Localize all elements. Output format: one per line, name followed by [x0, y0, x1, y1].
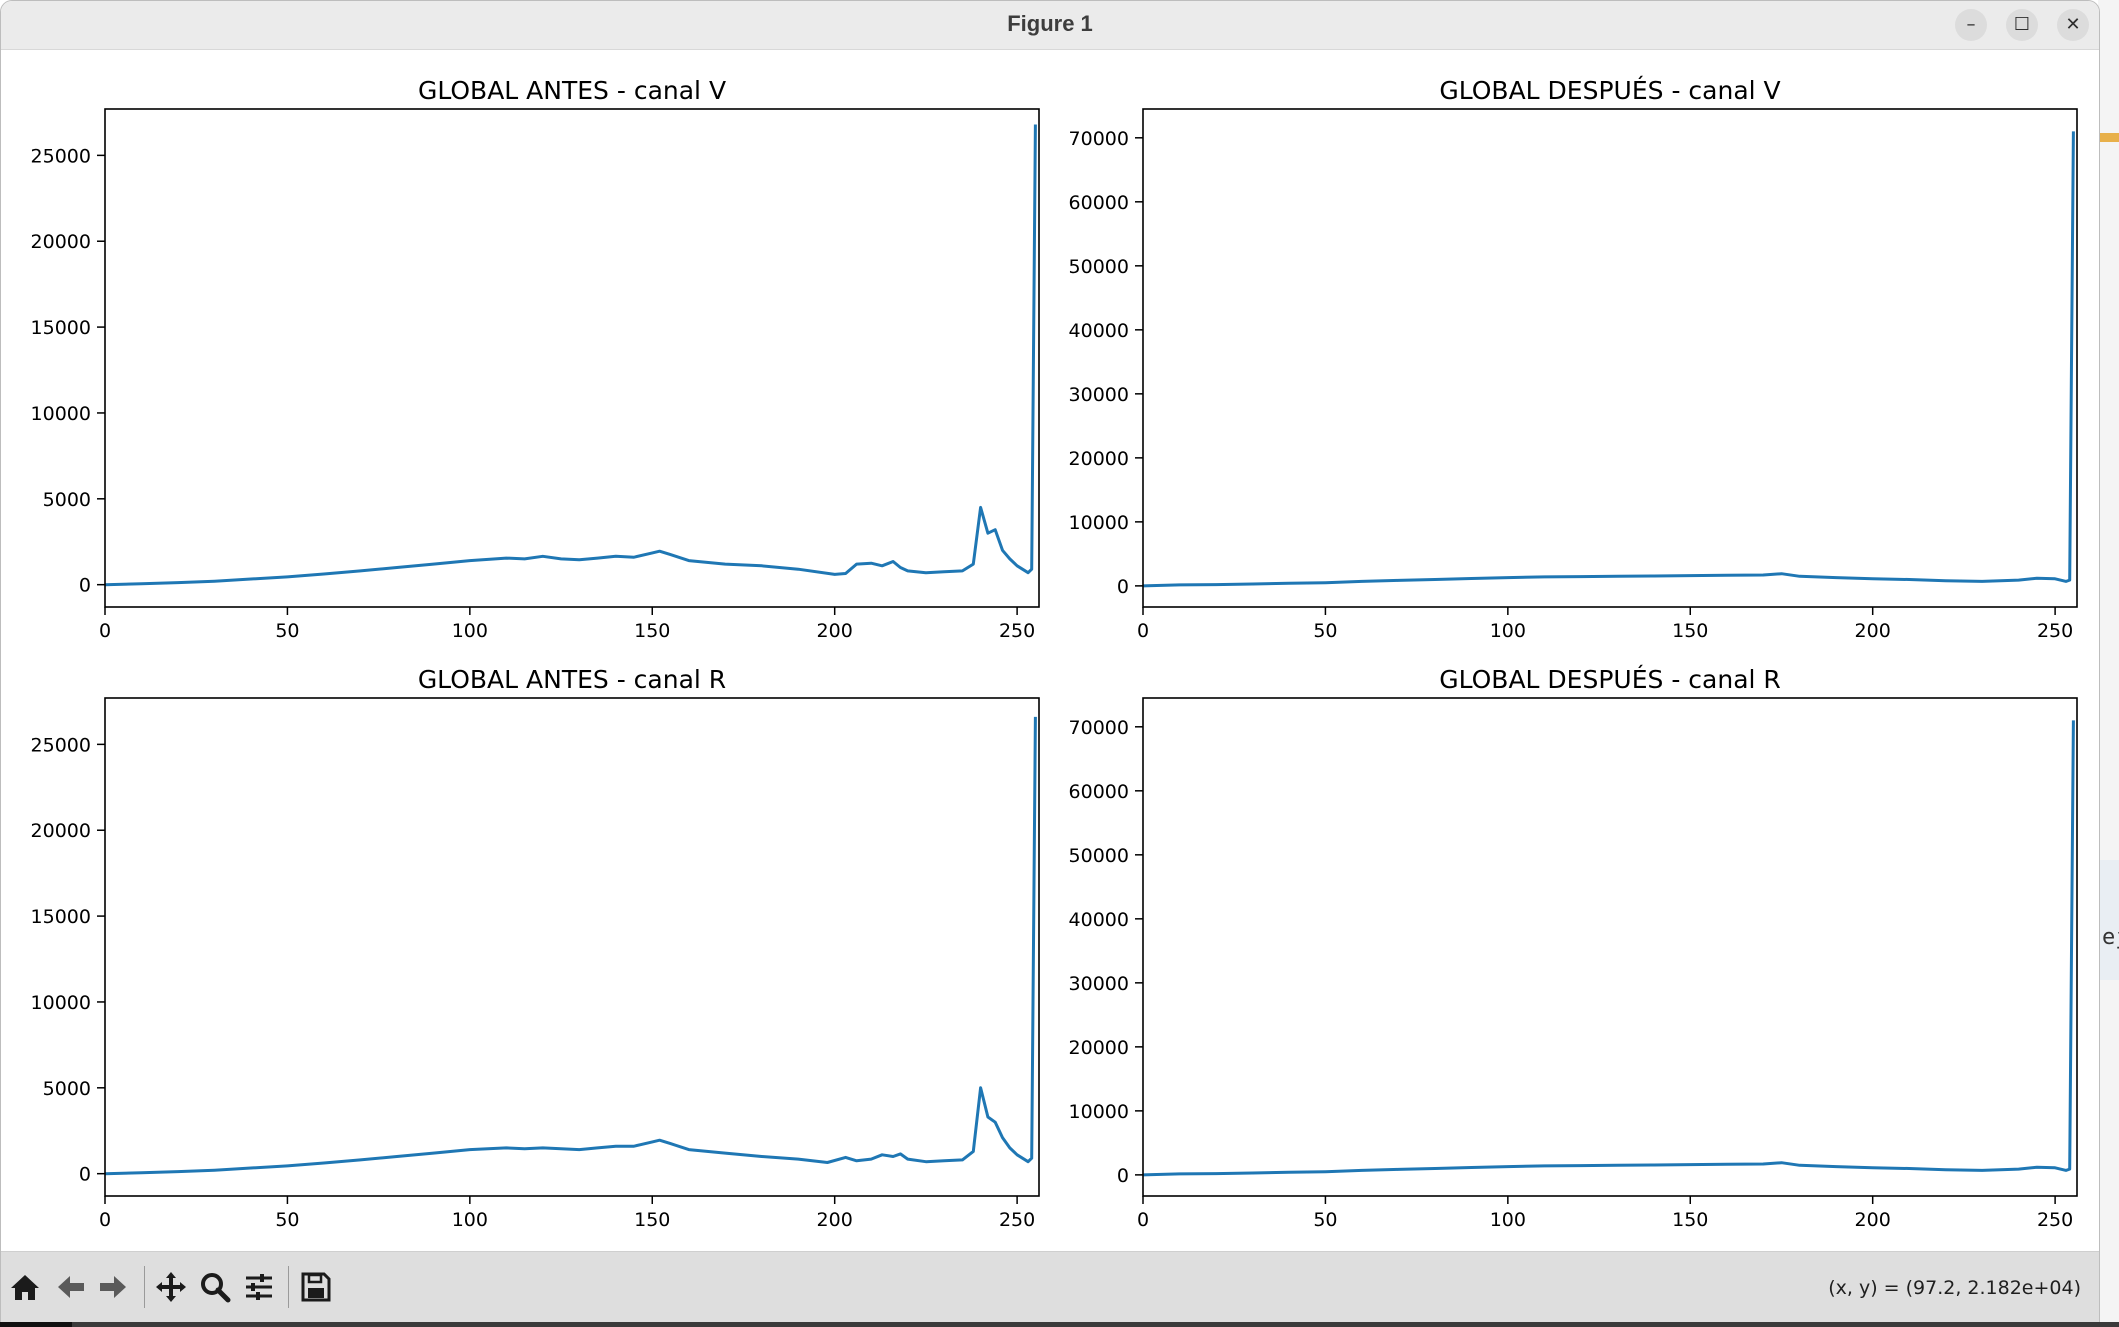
- back-arrow-icon[interactable]: [51, 1266, 91, 1308]
- save-icon[interactable]: [296, 1266, 336, 1308]
- chart-title: GLOBAL DESPUÉS - canal V: [1439, 76, 1780, 105]
- background-text: ej: [2102, 925, 2119, 950]
- y-tick-label: 25000: [31, 734, 91, 756]
- y-tick-label: 70000: [1069, 128, 1129, 150]
- y-tick-label: 0: [79, 575, 91, 597]
- x-tick-label: 100: [1490, 620, 1526, 642]
- maximize-button[interactable]: ☐: [2006, 9, 2038, 41]
- x-tick-label: 0: [1137, 1209, 1149, 1231]
- x-tick-label: 200: [1855, 620, 1891, 642]
- y-tick-label: 30000: [1069, 973, 1129, 995]
- zoom-icon[interactable]: [195, 1266, 235, 1308]
- y-tick-label: 10000: [1069, 512, 1129, 534]
- y-tick-label: 10000: [1069, 1101, 1129, 1123]
- x-tick-label: 0: [99, 1209, 111, 1231]
- y-tick-label: 40000: [1069, 909, 1129, 931]
- y-tick-label: 20000: [31, 820, 91, 842]
- y-tick-label: 15000: [31, 906, 91, 928]
- axes-frame: [1142, 108, 2078, 608]
- x-tick-label: 200: [817, 620, 853, 642]
- chart-title: GLOBAL DESPUÉS - canal R: [1439, 665, 1781, 694]
- y-tick-label: 10000: [31, 992, 91, 1014]
- subplot-2: GLOBAL DESPUÉS - canal V 0 50 100 150 200 250 0…: [1069, 76, 2078, 642]
- chart-title: GLOBAL ANTES - canal V: [418, 76, 726, 105]
- x-tick-label: 200: [817, 1209, 853, 1231]
- x-tick-label: 150: [634, 1209, 670, 1231]
- background-accent-stripe: [2100, 133, 2119, 142]
- x-tick-label: 200: [1855, 1209, 1891, 1231]
- y-tick-label: 15000: [31, 317, 91, 339]
- navigation-toolbar: (x, y) = (97.2, 2.182e+04): [1, 1251, 2099, 1323]
- axes-frame: [104, 108, 1040, 608]
- figure-svg[interactable]: GLOBAL ANTES - canal V 0 50 100 150 200 250 0 50…: [1, 50, 2099, 1250]
- y-tick-label: 0: [1117, 576, 1129, 598]
- series-line: [104, 124, 1037, 587]
- y-tick-label: 0: [1117, 1165, 1129, 1187]
- x-tick-label: 100: [452, 620, 488, 642]
- x-tick-label: 50: [1313, 1209, 1337, 1231]
- y-tick-label: 50000: [1069, 845, 1129, 867]
- x-tick-label: 0: [1137, 620, 1149, 642]
- y-tick-label: 20000: [31, 231, 91, 253]
- toolbar-separator: [288, 1266, 289, 1308]
- series-line: [104, 716, 1037, 1176]
- minimize-button[interactable]: –: [1955, 9, 1987, 41]
- x-tick-label: 250: [999, 1209, 1035, 1231]
- chart-title: GLOBAL ANTES - canal R: [418, 665, 726, 694]
- window-title: Figure 1: [1007, 11, 1093, 36]
- subplot-1: GLOBAL ANTES - canal V 0 50 100 150 200 250 0 50…: [31, 76, 1040, 642]
- forward-arrow-icon[interactable]: [93, 1266, 133, 1308]
- series-line: [1142, 720, 2075, 1177]
- x-tick-label: 0: [99, 620, 111, 642]
- x-tick-label: 100: [1490, 1209, 1526, 1231]
- y-tick-label: 60000: [1069, 781, 1129, 803]
- cursor-coordinates: (x, y) = (97.2, 2.182e+04): [1828, 1277, 2081, 1299]
- close-button[interactable]: ✕: [2057, 9, 2089, 41]
- title-bar[interactable]: Figure 1 – ☐ ✕: [1, 1, 2099, 50]
- series-line: [1142, 131, 2075, 588]
- y-tick-label: 20000: [1069, 448, 1129, 470]
- y-tick-label: 5000: [43, 489, 91, 511]
- x-tick-label: 50: [275, 620, 299, 642]
- y-tick-label: 70000: [1069, 717, 1129, 739]
- home-icon[interactable]: [5, 1266, 45, 1308]
- x-tick-label: 50: [1313, 620, 1337, 642]
- x-tick-label: 250: [2037, 1209, 2073, 1231]
- subplot-3: GLOBAL ANTES - canal R 0 50 100 150 200 250 0 50…: [31, 665, 1040, 1231]
- x-tick-label: 100: [452, 1209, 488, 1231]
- y-tick-label: 20000: [1069, 1037, 1129, 1059]
- x-tick-label: 50: [275, 1209, 299, 1231]
- y-tick-label: 30000: [1069, 384, 1129, 406]
- y-tick-label: 5000: [43, 1078, 91, 1100]
- toolbar-separator: [144, 1266, 145, 1308]
- taskbar-strip: [0, 1322, 2119, 1327]
- x-tick-label: 150: [634, 620, 670, 642]
- figure-canvas[interactable]: GLOBAL ANTES - canal V 0 50 100 150 200 250 0 50…: [1, 50, 2099, 1250]
- configure-subplots-icon[interactable]: [239, 1266, 279, 1308]
- subplot-4: GLOBAL DESPUÉS - canal R 0 50 100 150 200 250 0…: [1069, 665, 2078, 1231]
- x-tick-label: 250: [999, 620, 1035, 642]
- background-pane: [2100, 860, 2119, 980]
- y-tick-label: 40000: [1069, 320, 1129, 342]
- y-tick-label: 60000: [1069, 192, 1129, 214]
- background-app: ej: [2098, 0, 2119, 1327]
- axes-frame: [1142, 697, 2078, 1197]
- y-tick-label: 25000: [31, 145, 91, 167]
- pan-icon[interactable]: [151, 1266, 191, 1308]
- y-tick-label: 10000: [31, 403, 91, 425]
- x-tick-label: 150: [1672, 620, 1708, 642]
- x-tick-label: 150: [1672, 1209, 1708, 1231]
- x-tick-label: 250: [2037, 620, 2073, 642]
- y-tick-label: 50000: [1069, 256, 1129, 278]
- y-tick-label: 0: [79, 1164, 91, 1186]
- axes-frame: [104, 697, 1040, 1197]
